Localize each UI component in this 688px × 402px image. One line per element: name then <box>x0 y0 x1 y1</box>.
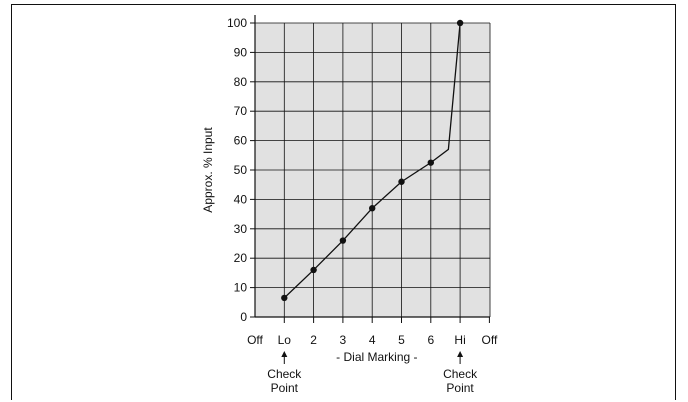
x-tick-label: 3 <box>340 333 347 347</box>
x-tick-labels: Off Lo 2 3 4 5 6 Hi Off <box>247 333 498 347</box>
data-point <box>369 205 376 212</box>
data-points <box>281 19 464 302</box>
x-axis-label: - Dial Marking - <box>336 350 417 364</box>
data-point <box>310 266 317 274</box>
data-point <box>398 178 405 185</box>
x-tick-label: Lo <box>278 333 292 347</box>
y-tick-label: 40 <box>234 192 248 206</box>
annotation-line1: Check <box>267 367 302 381</box>
axes <box>250 15 490 323</box>
data-point <box>339 237 347 244</box>
data-point <box>281 294 288 302</box>
y-tick-label: 0 <box>240 310 247 324</box>
y-axis-label: Approx. % Input <box>201 127 215 213</box>
y-tick-label: 100 <box>227 16 247 30</box>
series-line <box>283 22 461 299</box>
x-tick-label: Hi <box>454 333 465 347</box>
y-tick-label: 20 <box>234 251 248 265</box>
y-tick-label: 50 <box>234 163 248 177</box>
y-tick-label: 60 <box>234 134 248 148</box>
grid-lines <box>255 22 491 317</box>
annotation-arrowhead <box>457 351 464 357</box>
y-tick-label: 30 <box>234 222 248 236</box>
x-tick-label: 6 <box>427 333 434 347</box>
annotation-line2: Point <box>446 381 474 395</box>
figure-frame <box>11 4 676 400</box>
y-tick-labels: 0 10 20 30 40 50 60 70 80 90 100 <box>227 16 247 324</box>
y-tick-label: 70 <box>234 104 248 118</box>
annotation-line2: Point <box>271 381 299 395</box>
annotation-arrowhead <box>281 351 288 357</box>
x-tick-label: Off <box>247 333 263 347</box>
y-tick-label: 10 <box>234 281 248 295</box>
x-tick-label: 4 <box>369 333 376 347</box>
x-tick-label: 5 <box>398 333 405 347</box>
data-point <box>427 159 434 166</box>
annotation-line1: Check <box>443 367 478 381</box>
y-tick-label: 80 <box>234 75 248 89</box>
data-point <box>456 19 464 27</box>
x-tick-label: Off <box>482 333 498 347</box>
x-tick-label: 2 <box>310 333 317 347</box>
y-tick-label: 90 <box>234 45 248 59</box>
